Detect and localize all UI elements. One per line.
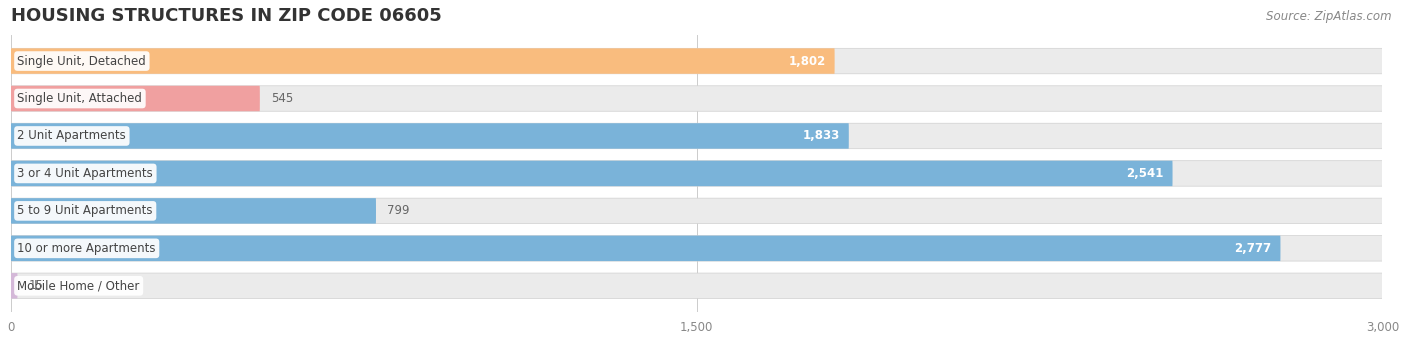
FancyBboxPatch shape bbox=[11, 123, 1382, 149]
Text: 2 Unit Apartments: 2 Unit Apartments bbox=[17, 130, 127, 143]
FancyBboxPatch shape bbox=[11, 198, 1382, 224]
Text: 2,777: 2,777 bbox=[1234, 242, 1271, 255]
FancyBboxPatch shape bbox=[11, 161, 1173, 186]
Text: Mobile Home / Other: Mobile Home / Other bbox=[17, 279, 139, 292]
FancyBboxPatch shape bbox=[11, 236, 1281, 261]
Text: Source: ZipAtlas.com: Source: ZipAtlas.com bbox=[1267, 10, 1392, 23]
FancyBboxPatch shape bbox=[11, 161, 1382, 186]
FancyBboxPatch shape bbox=[11, 236, 1382, 261]
FancyBboxPatch shape bbox=[11, 273, 1382, 298]
Text: HOUSING STRUCTURES IN ZIP CODE 06605: HOUSING STRUCTURES IN ZIP CODE 06605 bbox=[11, 7, 441, 25]
FancyBboxPatch shape bbox=[11, 273, 17, 298]
Text: 1,802: 1,802 bbox=[789, 55, 825, 68]
Text: 545: 545 bbox=[271, 92, 294, 105]
FancyBboxPatch shape bbox=[11, 198, 375, 224]
Text: 3 or 4 Unit Apartments: 3 or 4 Unit Apartments bbox=[17, 167, 153, 180]
Text: 10 or more Apartments: 10 or more Apartments bbox=[17, 242, 156, 255]
Text: Single Unit, Detached: Single Unit, Detached bbox=[17, 55, 146, 68]
Text: 15: 15 bbox=[30, 279, 44, 292]
Text: 2,541: 2,541 bbox=[1126, 167, 1163, 180]
FancyBboxPatch shape bbox=[11, 86, 260, 111]
Text: 5 to 9 Unit Apartments: 5 to 9 Unit Apartments bbox=[17, 204, 153, 218]
FancyBboxPatch shape bbox=[11, 86, 1382, 111]
Text: 1,833: 1,833 bbox=[803, 130, 839, 143]
Text: Single Unit, Attached: Single Unit, Attached bbox=[17, 92, 142, 105]
FancyBboxPatch shape bbox=[11, 48, 1382, 74]
FancyBboxPatch shape bbox=[11, 123, 849, 149]
Text: 799: 799 bbox=[388, 204, 411, 218]
FancyBboxPatch shape bbox=[11, 48, 835, 74]
